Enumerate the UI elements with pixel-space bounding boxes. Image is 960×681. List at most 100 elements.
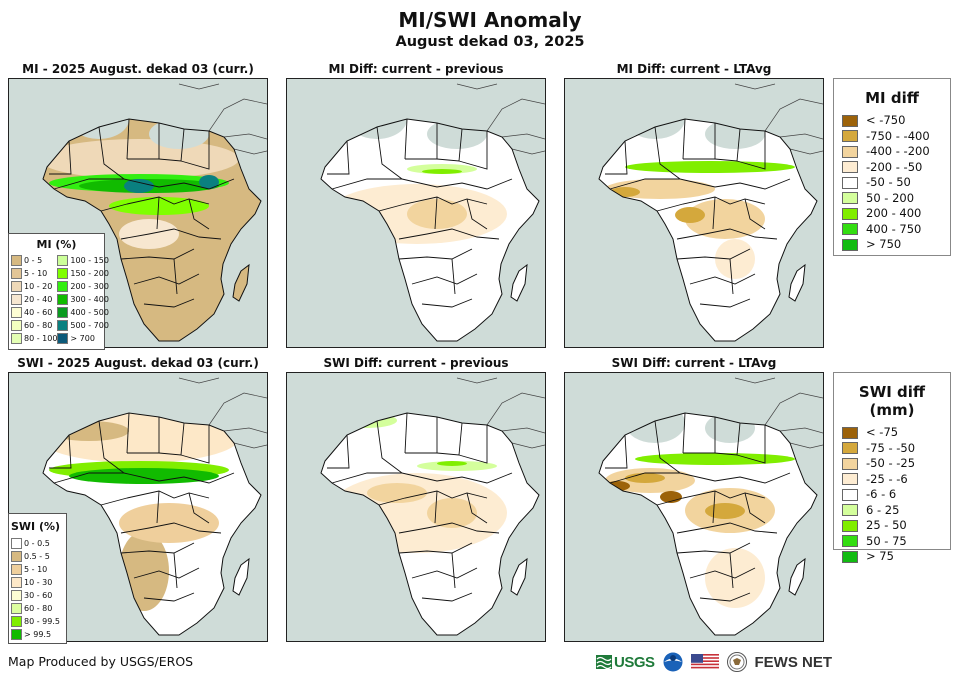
mi-diff-legend-swatch [842, 130, 858, 142]
swi-legend-label: 5 - 10 [24, 565, 48, 574]
country-border [398, 228, 500, 240]
data-region [124, 179, 154, 193]
country-border [143, 298, 195, 308]
data-region [49, 421, 129, 441]
swi-legend-swatch [11, 590, 22, 601]
africa-map [42, 377, 267, 636]
data-region [705, 413, 755, 443]
swi-diff-legend-label: 6 - 25 [866, 502, 900, 517]
data-region [119, 503, 219, 543]
country-border [404, 412, 408, 454]
country-border [421, 298, 473, 308]
data-region [635, 453, 795, 465]
middle-east-outline [734, 83, 823, 155]
swi-legend-item: 80 - 99.5 [11, 615, 66, 628]
mi-diff-legend-label: 400 - 750 [866, 221, 922, 236]
swi-legend-swatch [11, 564, 22, 575]
swi-diff-legend-item: -50 - -25 [834, 456, 950, 472]
data-region [705, 503, 745, 519]
country-border [376, 420, 403, 474]
mi-diff-legend-item: 50 - 200 [834, 191, 950, 207]
africa-map [320, 377, 545, 636]
data-region [685, 199, 765, 239]
country-border [729, 552, 734, 589]
country-border [100, 490, 210, 506]
swi-diff-legend-label: -50 - -25 [866, 456, 916, 470]
country-border [605, 140, 628, 175]
data-region [109, 197, 209, 215]
mi-legend-label: 5 - 10 [24, 269, 48, 278]
swi-diff-legend-swatch [842, 473, 858, 485]
swi-diff-legend-item: 25 - 50 [834, 518, 950, 534]
country-border [327, 434, 350, 469]
mi-legend-label: 150 - 200 [70, 269, 109, 278]
country-border [434, 490, 438, 524]
data-region [199, 175, 219, 189]
swi-legend-swatch [11, 551, 22, 562]
middle-east-outline [456, 377, 545, 449]
coastline [42, 118, 262, 342]
country-border [156, 196, 160, 230]
swi-legend-item: 60 - 80 [11, 602, 66, 615]
country-border [404, 118, 408, 160]
country-border [729, 258, 734, 295]
mi-diff-legend-label: < -750 [866, 113, 906, 127]
swi-legend-label: 10 - 30 [24, 578, 53, 587]
country-border [49, 434, 72, 469]
country-border [133, 273, 200, 285]
swi-legend-swatch [11, 629, 22, 640]
mi-legend-item: 300 - 400 [57, 293, 109, 306]
data-region [625, 119, 685, 139]
mi-legend-item: 5 - 10 [11, 267, 57, 280]
panel-title-mi-diff-previous: MI Diff: current - previous [328, 62, 504, 76]
mi-legend-item: 10 - 20 [11, 280, 57, 293]
mi-diff-legend-item: > 750 [834, 237, 950, 253]
mi-legend-label: 40 - 60 [24, 308, 53, 317]
mi-legend-item: 200 - 300 [57, 280, 109, 293]
mi-legend-label: 400 - 500 [70, 308, 109, 317]
mi-diff-legend-label: 200 - 400 [866, 206, 922, 220]
mi-legend-swatch [57, 333, 69, 344]
country-border [126, 412, 130, 454]
data-region [347, 119, 407, 139]
mi-diff-legend: MI diff < -750 -750 - -400 -400 - -200 -200… [833, 78, 951, 256]
data-region [407, 199, 467, 229]
swi-legend-label: 60 - 80 [24, 604, 53, 613]
country-border [98, 126, 125, 180]
country-border [458, 131, 488, 170]
mi-diff-legend-item: 400 - 750 [834, 222, 950, 238]
country-border [49, 140, 72, 175]
mi-diff-legend-label: -400 - -200 [866, 144, 930, 158]
swi-diff-legend-label: -75 - -50 [866, 440, 916, 455]
mi-legend-swatch [57, 294, 69, 305]
page-subtitle: August dekad 03, 2025 [395, 34, 585, 50]
mi-diff-legend-item: -50 - 50 [834, 175, 950, 191]
mi-legend-item: 400 - 500 [57, 306, 109, 319]
swi-diff-legend-swatch [842, 426, 858, 439]
country-border [682, 118, 686, 160]
country-border [712, 196, 716, 230]
mi-legend-label: > 700 [70, 334, 95, 343]
country-border [609, 178, 791, 190]
country-border [421, 592, 473, 602]
mi-legend-item: 60 - 80 [11, 319, 57, 332]
swi-diff-legend-swatch [842, 519, 858, 532]
swi-legend-item: 30 - 60 [11, 589, 66, 602]
state-dept-seal-icon [726, 652, 747, 672]
africa-map [598, 83, 823, 342]
mi-diff-legend-swatch [842, 238, 858, 251]
swi-diff-legend-label: -6 - 6 [866, 487, 897, 501]
data-region [427, 498, 477, 528]
map-swi-diff-ltavg [564, 372, 824, 642]
country-border [689, 567, 756, 579]
mi-diff-legend-swatch [842, 223, 858, 235]
mi-diff-legend-swatch [842, 192, 858, 204]
mi-legend-item: 150 - 200 [57, 267, 109, 280]
swi-legend-label: 80 - 99.5 [24, 617, 60, 626]
data-region [675, 207, 705, 223]
swi-legend-item: 10 - 30 [11, 576, 66, 589]
map-swi-diff-previous [286, 372, 546, 642]
mi-legend-label: 200 - 300 [70, 282, 109, 291]
country-border [676, 248, 751, 260]
country-border [398, 522, 500, 534]
